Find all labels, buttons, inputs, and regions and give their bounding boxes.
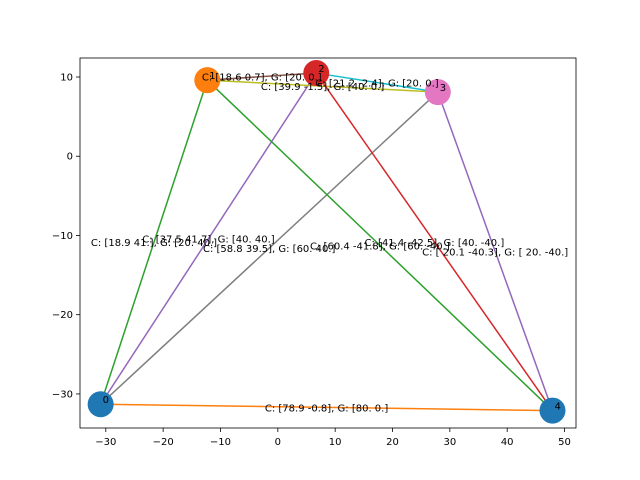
edge-label-1-3: C: [39.9 -1.5], G: [40. 0.]: [261, 82, 384, 93]
node-label-3: 3: [440, 83, 446, 94]
edge-label-0-3: C: [58.8 39.5], G: [60. 40.]: [203, 244, 336, 255]
edge-line-0-1: [99, 79, 209, 405]
edge-line-1-2: [207, 72, 317, 81]
node-label-4: 4: [554, 402, 560, 413]
edge-line-1-3: [207, 79, 438, 93]
y-tick-label: −10: [52, 231, 73, 242]
node-labels: 0 1 2 3 4: [103, 64, 561, 413]
edge-line-3-4: [437, 91, 554, 411]
edge-line-0-3: [100, 91, 439, 405]
y-tick-label: 0: [67, 152, 73, 163]
node-2: [303, 60, 330, 87]
node-0: [87, 391, 114, 418]
edge-label-0-4: C: [78.9 -0.8], G: [80. 0.]: [265, 403, 388, 414]
node-1: [194, 67, 221, 94]
node-label-2: 2: [318, 64, 324, 75]
x-tick-label: −20: [153, 437, 174, 448]
edge-line-2-4: [315, 72, 554, 411]
node-3: [424, 79, 451, 106]
x-tick-label: 10: [329, 437, 342, 448]
y-tick-label: 10: [60, 73, 73, 84]
x-axis: −30 −20 −10 0 10 20 30 40 50: [95, 428, 571, 448]
edge-line-1-4: [206, 79, 554, 412]
edge-label-3-4: C: [ 20.1 -40.3], G: [ 20. -40.]: [422, 247, 568, 258]
edge-label-1-4: C: [60.4 -41.8], G: [60. -40.]: [310, 241, 450, 252]
edge-label-2-4: C: [41.4 -42.5], G: [40. -40.]: [365, 238, 505, 249]
x-tick-label: 30: [443, 437, 456, 448]
y-axis: −30 −20 −10 0 10: [52, 73, 80, 400]
edge-labels: C: [18.9 41.], G: [20. 40.]C: [37.5 41.7…: [91, 73, 568, 415]
edge-label-2-3: C: [21.2 -2.4], G: [20. 0.]: [315, 79, 438, 90]
y-tick-label: −20: [52, 310, 73, 321]
plot-frame: [79, 57, 577, 429]
edge-label-0-1: C: [18.9 41.], G: [20. 40.]: [91, 238, 217, 249]
edge-lines: [99, 72, 554, 412]
edge-line-0-2: [100, 72, 317, 405]
x-tick-label: 0: [275, 437, 281, 448]
edge-line-0-4: [100, 403, 553, 412]
nodes: [87, 60, 566, 424]
node-label-0: 0: [103, 395, 109, 406]
node-4: [539, 397, 566, 424]
edge-label-1-2: C: [18.6 0.7], G: [20. 0.]: [202, 73, 322, 84]
node-label-1: 1: [209, 71, 215, 82]
plot-area: 0 1 2 3 4 C: [18.9 41.], G: [20. 40.]C: [37.…: [87, 60, 568, 424]
x-tick-label: 20: [386, 437, 399, 448]
y-tick-label: −30: [52, 389, 73, 400]
edge-line-2-3: [316, 72, 438, 93]
x-tick-label: 50: [558, 437, 571, 448]
x-tick-label: −30: [95, 437, 116, 448]
x-tick-label: −10: [210, 437, 231, 448]
edge-label-0-2: C: [37.5 41.7], G: [40. 40.]: [142, 235, 275, 246]
x-tick-label: 40: [501, 437, 514, 448]
